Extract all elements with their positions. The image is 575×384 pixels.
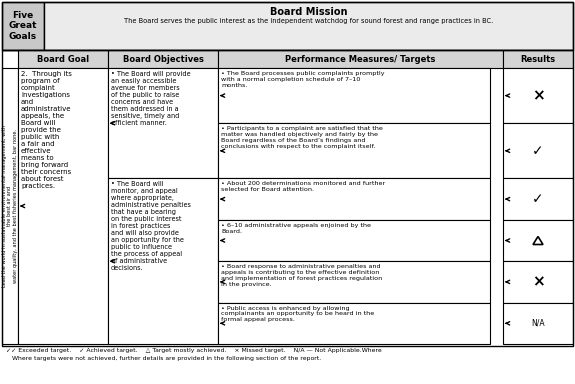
Text: Five
Great
Goals: Five Great Goals: [9, 11, 37, 41]
Text: • About 200 determinations monitored and further
selected for Board attention.: • About 200 determinations monitored and…: [221, 181, 385, 192]
Bar: [218, 179, 490, 220]
Bar: [218, 303, 490, 344]
Bar: [18, 50, 108, 68]
Text: Where targets were not achieved, further details are provided in the following s: Where targets were not achieved, further…: [6, 356, 321, 361]
Bar: [2, 2, 44, 50]
Text: Performance Measures/ Targets: Performance Measures/ Targets: [285, 55, 436, 63]
Bar: [218, 68, 490, 123]
Text: • Participants to a complaint are satisfied that the
matter was handled objectiv: • Participants to a complaint are satisf…: [221, 126, 383, 149]
Bar: [108, 179, 218, 344]
Bar: [503, 261, 573, 303]
Bar: [503, 123, 573, 179]
Text: 2.  Through its
program of
complaint
investigations
and
administrative
appeals, : 2. Through its program of complaint inve…: [21, 71, 72, 189]
Bar: [2, 50, 573, 346]
Bar: [218, 261, 490, 303]
Text: • 6–10 administrative appeals enjoined by the
Board.: • 6–10 administrative appeals enjoined b…: [221, 223, 371, 233]
Text: Board Goal: Board Goal: [37, 55, 89, 63]
Bar: [503, 50, 573, 68]
Text: Board Objectives: Board Objectives: [122, 55, 204, 63]
Text: ✓✓ Exceeded target.    ✓ Achieved target.    △ Target mostly achieved.    × Miss: ✓✓ Exceeded target. ✓ Achieved target. △…: [6, 348, 382, 353]
Bar: [108, 50, 218, 68]
Bar: [108, 68, 218, 179]
Bar: [218, 123, 490, 179]
Text: ×: ×: [532, 88, 545, 103]
Text: ✓: ✓: [532, 144, 544, 158]
Text: N/A: N/A: [531, 319, 545, 328]
Text: ×: ×: [532, 275, 545, 290]
Text: Results: Results: [520, 55, 555, 63]
Bar: [2, 68, 18, 344]
Text: Board Mission: Board Mission: [270, 7, 347, 17]
Text: • The Board processes public complaints promptly
with a normal completion schedu: • The Board processes public complaints …: [221, 71, 385, 88]
Bar: [503, 220, 573, 261]
Bar: [2, 2, 573, 50]
Bar: [218, 220, 490, 261]
Text: • The Board will provide
an easily accessible
avenue for members
of the public t: • The Board will provide an easily acces…: [111, 71, 191, 126]
Text: • Board response to administrative penalties and
appeals is contributing to the : • Board response to administrative penal…: [221, 264, 382, 286]
Bar: [503, 303, 573, 344]
Text: ✓: ✓: [532, 192, 544, 206]
Text: • Public access is enhanced by allowing
complainants an opportunity to be heard : • Public access is enhanced by allowing …: [221, 306, 374, 322]
Bar: [44, 2, 573, 50]
Bar: [503, 179, 573, 220]
Text: • The Board will
monitor, and appeal
where appropriate,
administrative penalties: • The Board will monitor, and appeal whe…: [111, 181, 191, 271]
Text: The Board serves the public interest as the independent watchdog for sound fores: The Board serves the public interest as …: [124, 18, 493, 24]
Bar: [18, 68, 108, 344]
Bar: [503, 68, 573, 123]
Text: Lead the world in sustainable environmental management, with
the best air and
wa: Lead the world in sustainable environmen…: [2, 125, 18, 287]
Bar: [218, 50, 503, 68]
